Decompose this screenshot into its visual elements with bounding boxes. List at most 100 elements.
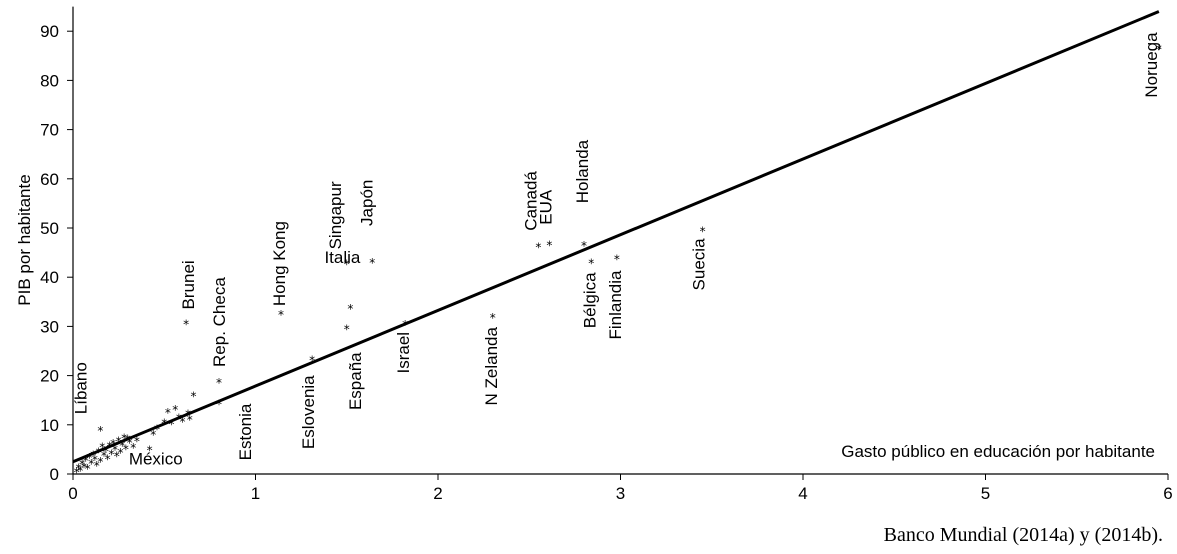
data-point: * (97, 424, 103, 438)
source-note: Banco Mundial (2014a) y (2014b). (883, 524, 1163, 546)
data-point: * (1156, 42, 1162, 56)
point-label: Finlandia (606, 270, 625, 340)
data-point: * (83, 454, 89, 468)
data-point: * (110, 437, 116, 451)
data-point: * (183, 317, 189, 331)
data-point: * (490, 311, 496, 325)
x-tick-label: 5 (981, 484, 990, 503)
data-point: * (216, 398, 222, 412)
x-tick-label: 4 (798, 484, 807, 503)
data-point: * (75, 462, 81, 476)
data-point: * (187, 413, 193, 427)
trendline-group (72, 10, 1160, 464)
point-label: Suecia (690, 238, 709, 291)
y-tick-label: 10 (40, 416, 59, 435)
data-point: * (85, 462, 91, 476)
data-point: * (588, 256, 594, 270)
data-point: * (127, 436, 133, 450)
x-tick-label: 1 (251, 484, 260, 503)
data-point: * (74, 466, 80, 480)
data-point: * (96, 445, 102, 459)
y-tick-label: 20 (40, 367, 59, 386)
data-point: * (134, 435, 140, 449)
data-point: * (190, 389, 196, 403)
data-point: * (369, 256, 375, 270)
data-point: * (125, 433, 131, 447)
data-point: * (97, 455, 103, 469)
data-point: * (117, 446, 123, 460)
point-label: Líbano (71, 362, 90, 414)
data-point: * (130, 441, 136, 455)
x-axis-label: Gasto público en educación por habitante (841, 442, 1155, 461)
data-point: * (614, 253, 620, 267)
point-label: Brunei (179, 260, 198, 309)
point-label: Bélgica (580, 272, 599, 328)
point-label: Israel (394, 332, 413, 374)
data-point: * (123, 442, 129, 456)
y-tick-label: 70 (40, 121, 59, 140)
x-tick-label: 3 (616, 484, 625, 503)
data-point: * (402, 318, 408, 332)
data-point: * (169, 417, 175, 431)
data-point: * (107, 439, 113, 453)
data-point: * (88, 457, 94, 471)
point-label: Japón (357, 180, 376, 226)
data-point: * (94, 459, 100, 473)
data-point: * (176, 411, 182, 425)
point-label: N Zelanda (482, 327, 501, 406)
data-point: * (108, 447, 114, 461)
data-point: * (121, 432, 127, 446)
trend-line (72, 10, 1160, 464)
x-tick-label: 6 (1163, 484, 1172, 503)
point-label: Eslovenia (299, 375, 318, 449)
data-point: * (81, 461, 87, 475)
data-point: * (90, 448, 96, 462)
point-label: Rep. Checa (210, 277, 229, 367)
point-label: Estonia (236, 403, 255, 460)
data-point: * (278, 308, 284, 322)
point-label: España (346, 352, 365, 410)
data-point: * (347, 302, 353, 316)
data-point: * (180, 415, 186, 429)
data-point: * (161, 416, 167, 430)
data-point: * (114, 449, 120, 463)
data-point: * (154, 423, 160, 437)
point-label: Holanda (573, 139, 592, 203)
y-tick-label: 50 (40, 219, 59, 238)
data-point: * (309, 353, 315, 367)
x-tick-label: 2 (433, 484, 442, 503)
y-tick-label: 40 (40, 268, 59, 287)
data-points: ********************************** ******… (74, 42, 1162, 479)
data-point: * (99, 440, 105, 454)
data-point: * (147, 443, 153, 457)
data-point: * (165, 406, 171, 420)
data-point: * (344, 322, 350, 336)
data-point: * (546, 239, 552, 253)
x-tick-label: 0 (68, 484, 77, 503)
y-tick-label: 60 (40, 170, 59, 189)
data-point: * (103, 444, 109, 458)
point-label: EUA (536, 189, 555, 225)
point-label: México (129, 450, 183, 469)
y-axis-label: PIB por habitante (15, 174, 34, 305)
data-point: * (116, 435, 122, 449)
y-tick-label: 0 (50, 465, 59, 484)
data-point: * (581, 239, 587, 253)
data-point: * (216, 376, 222, 390)
data-point: * (344, 257, 350, 271)
data-point: * (77, 464, 83, 478)
point-label: Noruega (1142, 32, 1161, 98)
point-label: Hong Kong (270, 221, 289, 306)
data-point: * (86, 451, 92, 465)
data-point: * (105, 452, 111, 466)
data-point: * (79, 458, 85, 472)
point-label: Italia (324, 248, 360, 267)
data-point: * (185, 407, 191, 421)
data-point: * (92, 453, 98, 467)
data-point: * (535, 241, 541, 255)
data-point: * (119, 439, 125, 453)
data-point: * (150, 428, 156, 442)
point-label: Canadá (521, 171, 540, 231)
